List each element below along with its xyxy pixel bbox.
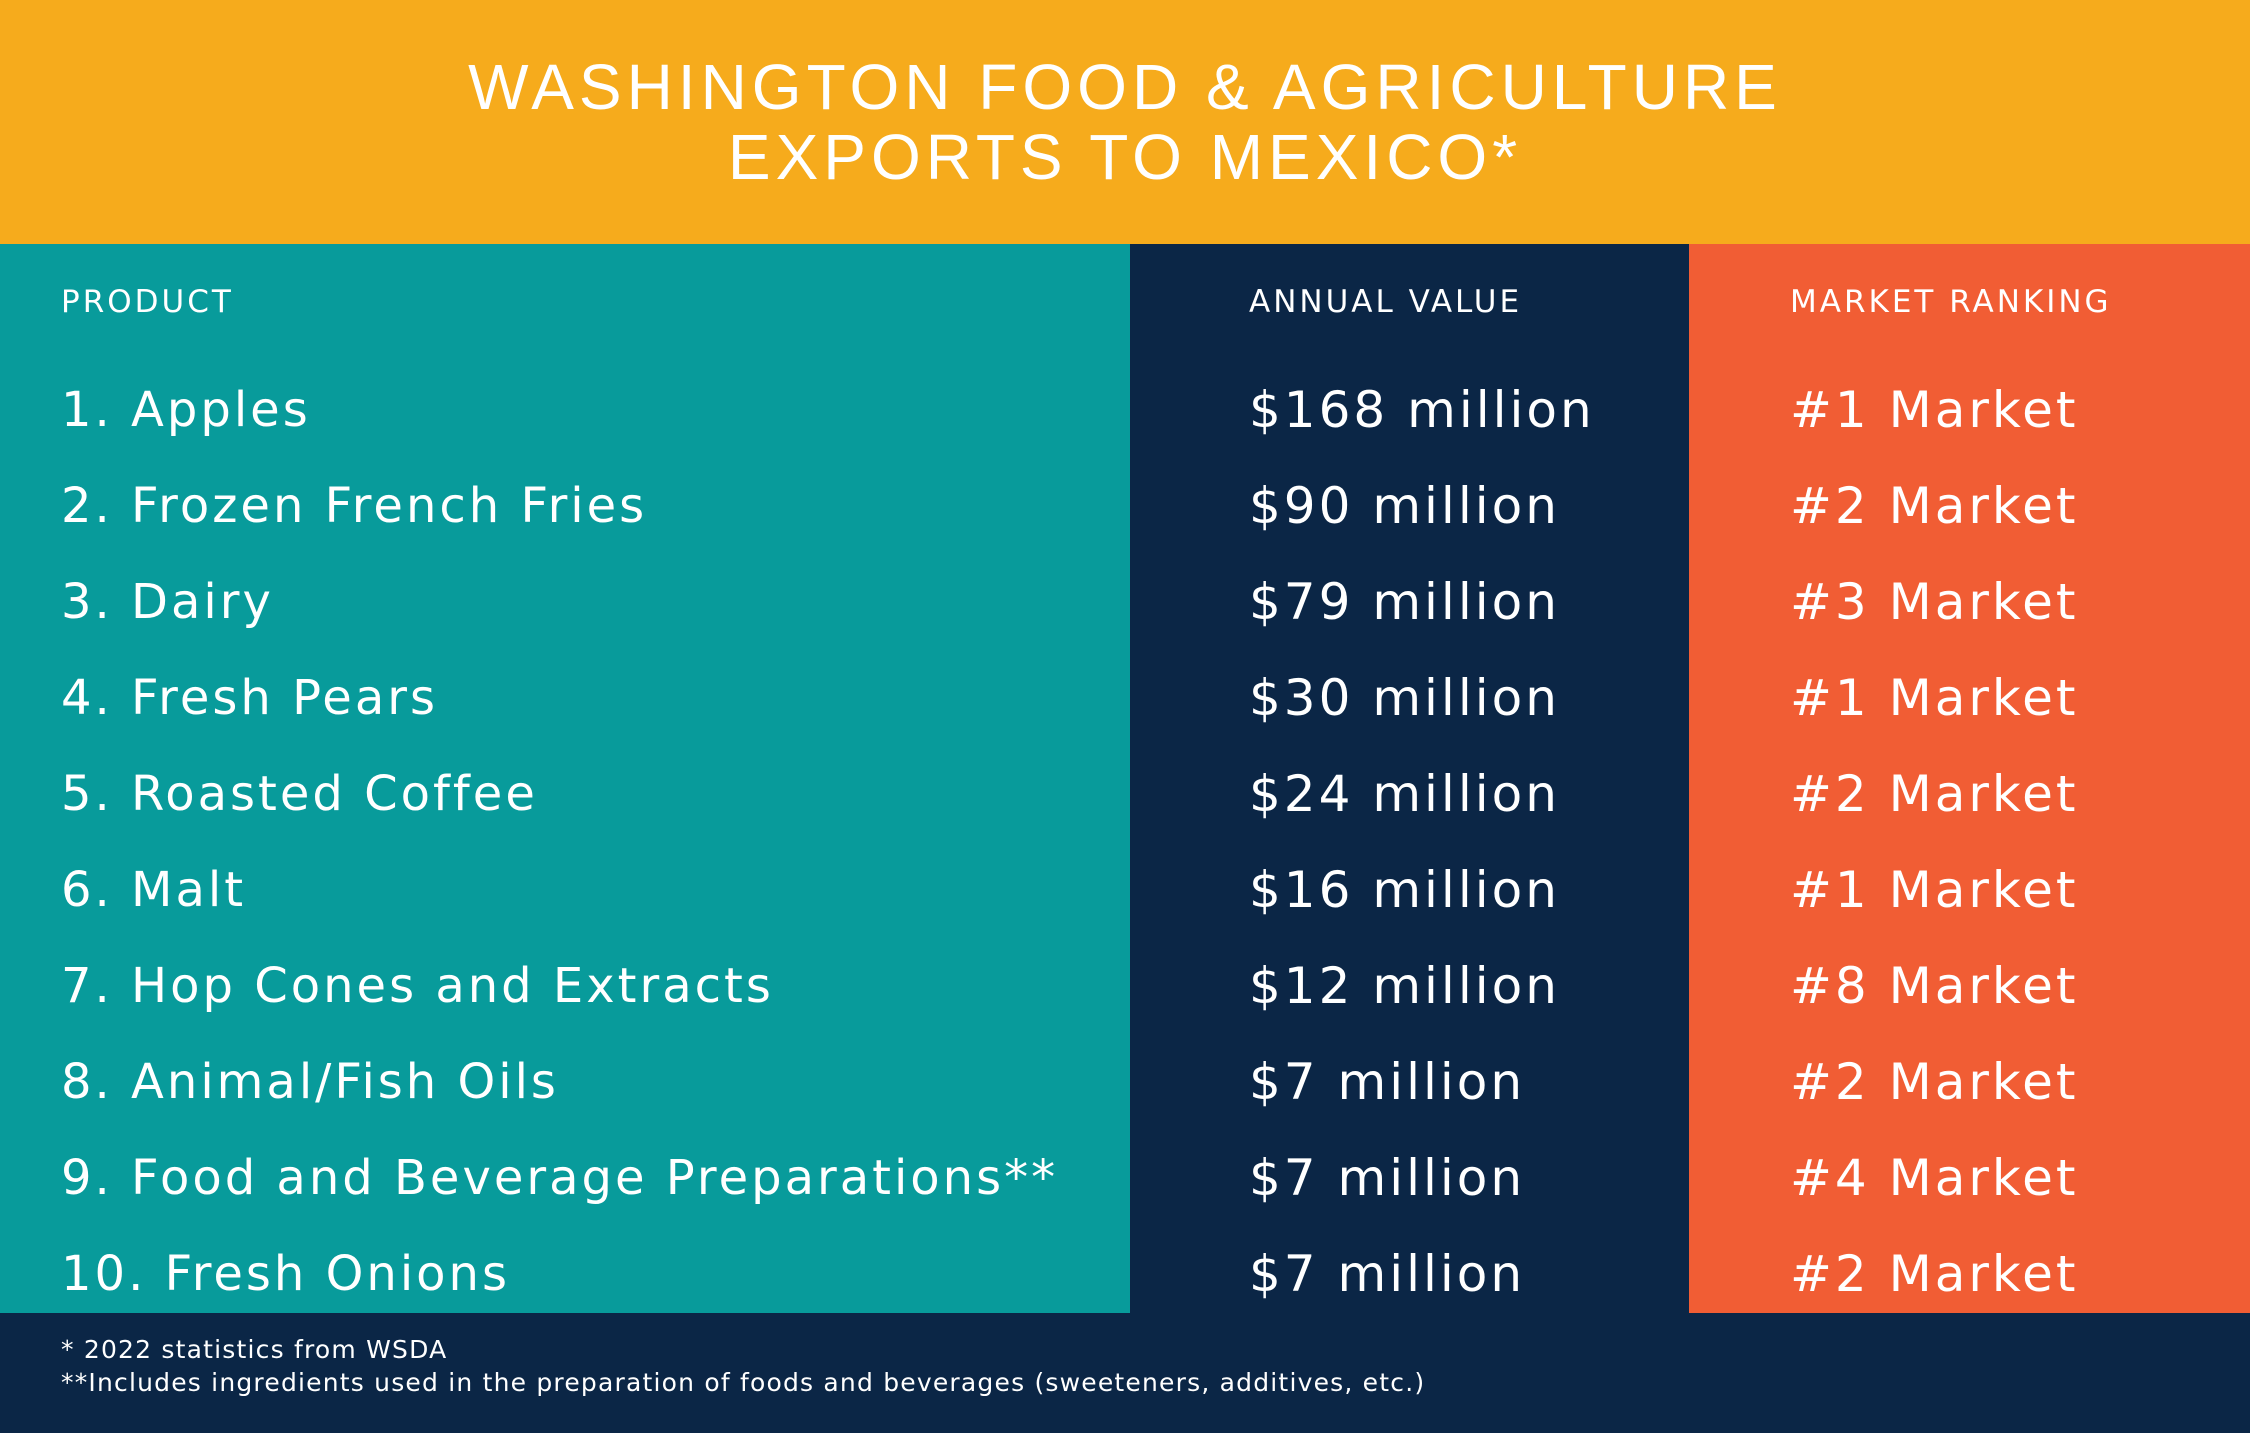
value-list: $168 million $90 million $79 million $30… [1130, 362, 1689, 1322]
market-ranking-column: MARKET RANKING #1 Market #2 Market #3 Ma… [1689, 244, 2250, 1313]
title-line-2: EXPORTS TO MEXICO* [727, 121, 1523, 193]
value-cell: $12 million [1249, 957, 1560, 1015]
product-cell: 7. Hop Cones and Extracts [61, 958, 774, 1014]
ranking-cell: #1 Market [1790, 381, 2079, 439]
title-line-1: WASHINGTON FOOD & AGRICULTURE [468, 51, 1782, 123]
market-ranking-column-header: MARKET RANKING [1790, 284, 2112, 320]
ranking-cell: #3 Market [1790, 573, 2079, 631]
ranking-cell: #4 Market [1790, 1149, 2079, 1207]
footnote-statistics-source: * 2022 statistics from WSDA [61, 1335, 448, 1364]
product-cell: 1. Apples [61, 382, 311, 438]
ranking-cell: #2 Market [1790, 1053, 2079, 1111]
product-cell: 3. Dairy [61, 574, 274, 630]
value-cell: $7 million [1249, 1149, 1526, 1207]
footnote-preparations: **Includes ingredients used in the prepa… [61, 1368, 1426, 1397]
product-cell: 6. Malt [61, 862, 247, 918]
value-cell: $79 million [1249, 573, 1560, 631]
ranking-cell: #2 Market [1790, 1245, 2079, 1303]
ranking-cell: #8 Market [1790, 957, 2079, 1015]
product-cell: 2. Frozen French Fries [61, 478, 648, 534]
value-cell: $16 million [1249, 861, 1560, 919]
product-cell: 8. Animal/Fish Oils [61, 1054, 559, 1110]
value-cell: $168 million [1249, 381, 1595, 439]
ranking-cell: #2 Market [1790, 477, 2079, 535]
value-cell: $7 million [1249, 1053, 1526, 1111]
ranking-cell: #1 Market [1790, 861, 2079, 919]
product-cell: 4. Fresh Pears [61, 670, 438, 726]
value-cell: $7 million [1249, 1245, 1526, 1303]
value-cell: $24 million [1249, 765, 1560, 823]
ranking-cell: #2 Market [1790, 765, 2079, 823]
title-banner: WASHINGTON FOOD & AGRICULTURE EXPORTS TO… [0, 0, 2250, 244]
product-cell: 9. Food and Beverage Preparations** [61, 1150, 1059, 1206]
ranking-list: #1 Market #2 Market #3 Market #1 Market … [1689, 362, 2250, 1322]
product-cell: 5. Roasted Coffee [61, 766, 538, 822]
annual-value-column-header: ANNUAL VALUE [1249, 284, 1523, 320]
footnotes: * 2022 statistics from WSDA **Includes i… [0, 1313, 2250, 1433]
ranking-cell: #1 Market [1790, 669, 2079, 727]
value-cell: $90 million [1249, 477, 1560, 535]
product-list: 1. Apples 2. Frozen French Fries 3. Dair… [0, 362, 1130, 1322]
annual-value-column: ANNUAL VALUE $168 million $90 million $7… [1130, 244, 1689, 1313]
value-cell: $30 million [1249, 669, 1560, 727]
product-column-header: PRODUCT [61, 284, 234, 320]
product-cell: 10. Fresh Onions [61, 1246, 510, 1302]
product-column: PRODUCT 1. Apples 2. Frozen French Fries… [0, 244, 1130, 1313]
